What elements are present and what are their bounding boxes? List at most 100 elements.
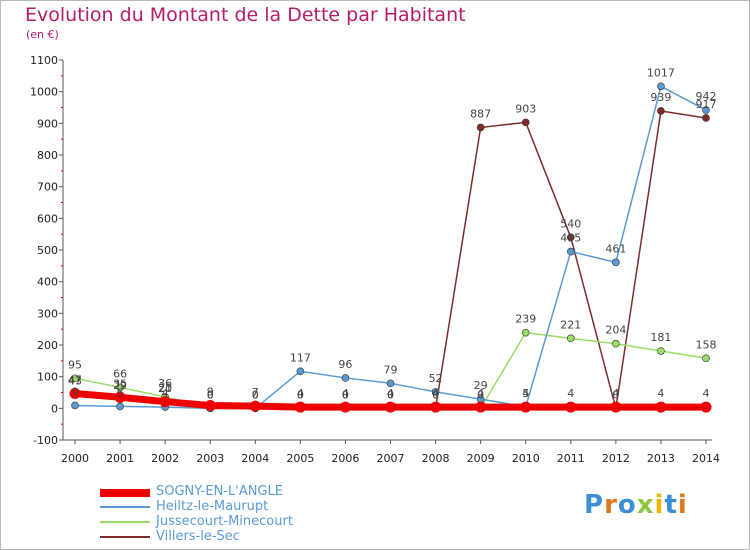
- data-label: 4: [567, 387, 574, 400]
- data-label: 158: [696, 338, 717, 351]
- logo-letter: r: [604, 490, 618, 520]
- data-label: 117: [290, 351, 311, 364]
- data-label: 0: [387, 388, 394, 401]
- x-tick-label: 2011: [557, 452, 585, 465]
- data-point: [612, 339, 620, 348]
- data-label: 36: [158, 377, 172, 390]
- x-tick-label: 2007: [377, 452, 405, 465]
- data-label: 47: [68, 373, 82, 386]
- legend-label-heiltz: Heiltz-le-Maurupt: [156, 499, 269, 514]
- data-label: 221: [560, 318, 581, 331]
- legend-label-villers: Villers-le-Sec: [156, 529, 240, 544]
- data-label: 0: [477, 388, 484, 401]
- data-label: 4: [432, 387, 439, 400]
- y-tick-label: 500: [37, 244, 58, 257]
- data-label: 7: [252, 386, 259, 399]
- data-label: 903: [515, 102, 536, 115]
- x-tick-label: 2003: [196, 452, 224, 465]
- data-point: [700, 401, 712, 413]
- data-label: 0: [342, 388, 349, 401]
- data-point: [702, 354, 710, 363]
- data-label: 239: [515, 313, 536, 326]
- x-tick-label: 2008: [422, 452, 450, 465]
- data-label: 939: [650, 91, 671, 104]
- data-label: 96: [338, 358, 352, 371]
- data-label: 52: [429, 372, 443, 385]
- data-label: 35: [113, 377, 127, 390]
- y-tick-label: 800: [37, 149, 58, 162]
- legend-swatch-heiltz: [100, 506, 150, 508]
- data-label: 29: [474, 379, 488, 392]
- legend-swatch-sogny: [100, 489, 150, 497]
- data-point: [341, 374, 350, 382]
- x-tick-label: 2002: [151, 452, 179, 465]
- y-tick-label: 1000: [30, 86, 58, 99]
- x-tick-label: 2000: [61, 452, 89, 465]
- data-label: 204: [605, 324, 626, 337]
- data-point: [702, 114, 710, 122]
- y-tick-label: 700: [37, 181, 58, 194]
- data-point: [610, 401, 622, 413]
- data-point: [475, 401, 487, 413]
- data-label: 4: [387, 387, 394, 400]
- data-label: 0: [432, 388, 439, 401]
- x-tick-label: 2013: [647, 452, 675, 465]
- data-label: 6: [117, 386, 124, 399]
- data-point: [431, 388, 440, 396]
- data-point: [655, 401, 667, 413]
- data-point: [566, 247, 575, 256]
- data-point: [657, 107, 665, 115]
- data-label: 4: [342, 387, 349, 400]
- data-label: 4: [703, 387, 710, 400]
- data-point: [114, 391, 126, 403]
- y-tick-label: 400: [37, 276, 58, 289]
- data-label: 21: [158, 382, 172, 395]
- logo-letter: o: [617, 490, 637, 520]
- data-label: 0: [207, 388, 214, 401]
- logo-letter: P: [584, 490, 605, 520]
- data-label: 29: [113, 379, 127, 392]
- legend-label-sogny: SOGNY-EN-L'ANGLE: [156, 484, 283, 499]
- data-label: 9: [207, 385, 214, 398]
- data-point: [71, 374, 79, 383]
- y-tick-label: 600: [37, 212, 58, 225]
- data-point: [521, 328, 530, 337]
- data-point: [385, 401, 396, 413]
- data-label: 0: [297, 388, 304, 401]
- data-label: 4: [297, 387, 304, 400]
- y-tick-label: -100: [33, 434, 58, 447]
- x-tick-label: 2012: [602, 452, 630, 465]
- data-label: 0: [612, 388, 619, 401]
- data-point: [521, 118, 530, 127]
- data-label: 917: [696, 98, 717, 111]
- data-point: [566, 334, 575, 343]
- data-label: 0: [342, 388, 349, 401]
- data-point: [565, 401, 577, 413]
- data-point: [702, 106, 710, 114]
- chart-subtitle: (en €): [26, 28, 59, 41]
- y-tick-label: 0: [51, 402, 58, 415]
- data-label: 461: [605, 242, 626, 255]
- data-label: 20: [158, 382, 172, 395]
- chart-axes: -100010020030040050060070080090010001100…: [30, 54, 720, 465]
- data-point: [116, 383, 124, 392]
- logo-letter: t: [664, 490, 678, 520]
- data-label: 4: [162, 387, 169, 400]
- data-label: 0: [252, 388, 259, 401]
- x-tick-label: 2006: [331, 452, 359, 465]
- data-point: [249, 400, 261, 412]
- legend-swatch-villers: [100, 536, 150, 538]
- data-label: 4: [522, 387, 529, 400]
- data-point: [520, 401, 532, 413]
- x-tick-label: 2014: [692, 452, 720, 465]
- data-point: [204, 399, 216, 411]
- series-layer: [69, 82, 712, 413]
- data-label: 9: [72, 385, 79, 398]
- data-label: 1017: [647, 66, 675, 79]
- data-label: 4: [657, 387, 664, 400]
- data-point: [69, 387, 81, 399]
- legend-swatch-jussecourt: [100, 521, 150, 523]
- data-point: [296, 367, 305, 376]
